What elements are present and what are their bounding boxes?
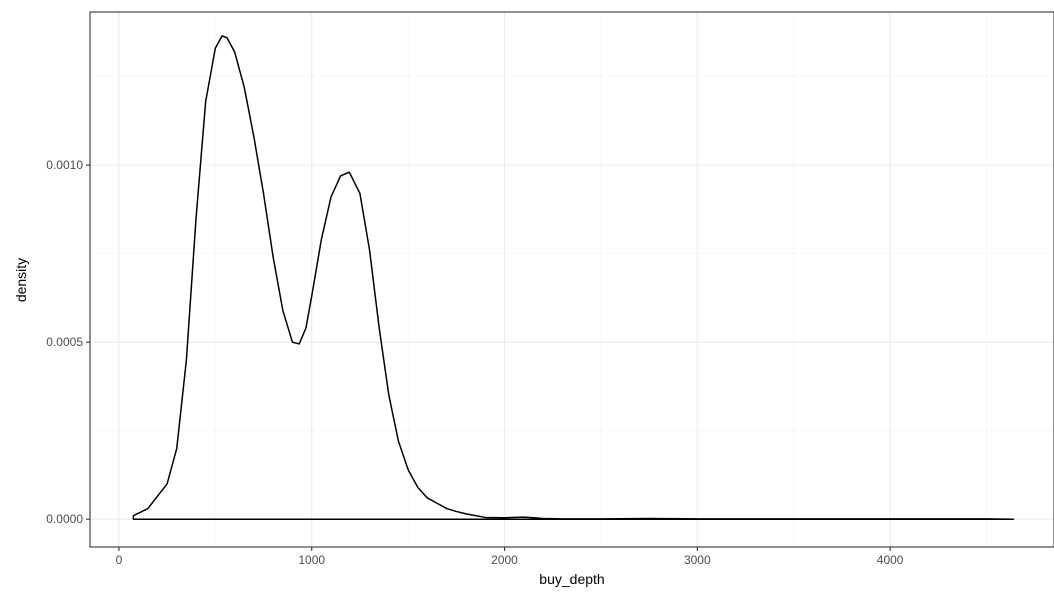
- x-tick-label: 0: [116, 553, 123, 567]
- x-axis-title: buy_depth: [539, 571, 604, 587]
- x-tick-label: 3000: [684, 553, 711, 567]
- x-tick-label: 1000: [298, 553, 325, 567]
- y-tick-label: 0.0005: [46, 335, 83, 349]
- panel-background: [90, 12, 1054, 547]
- x-tick-label: 2000: [491, 553, 518, 567]
- density-curve: [132, 35, 1015, 520]
- x-tick-label: 4000: [877, 553, 904, 567]
- y-axis: 0.0000 0.0005 0.0010: [46, 158, 90, 526]
- y-tick-label: 0.0010: [46, 158, 83, 172]
- minor-gridlines: [90, 12, 1054, 547]
- x-axis: 0 1000 2000 3000 4000: [116, 547, 904, 567]
- panel-border: [89, 11, 1054, 548]
- series-layer: [132, 35, 1015, 520]
- y-axis-title: density: [13, 258, 29, 302]
- y-tick-label: 0.0000: [46, 512, 83, 526]
